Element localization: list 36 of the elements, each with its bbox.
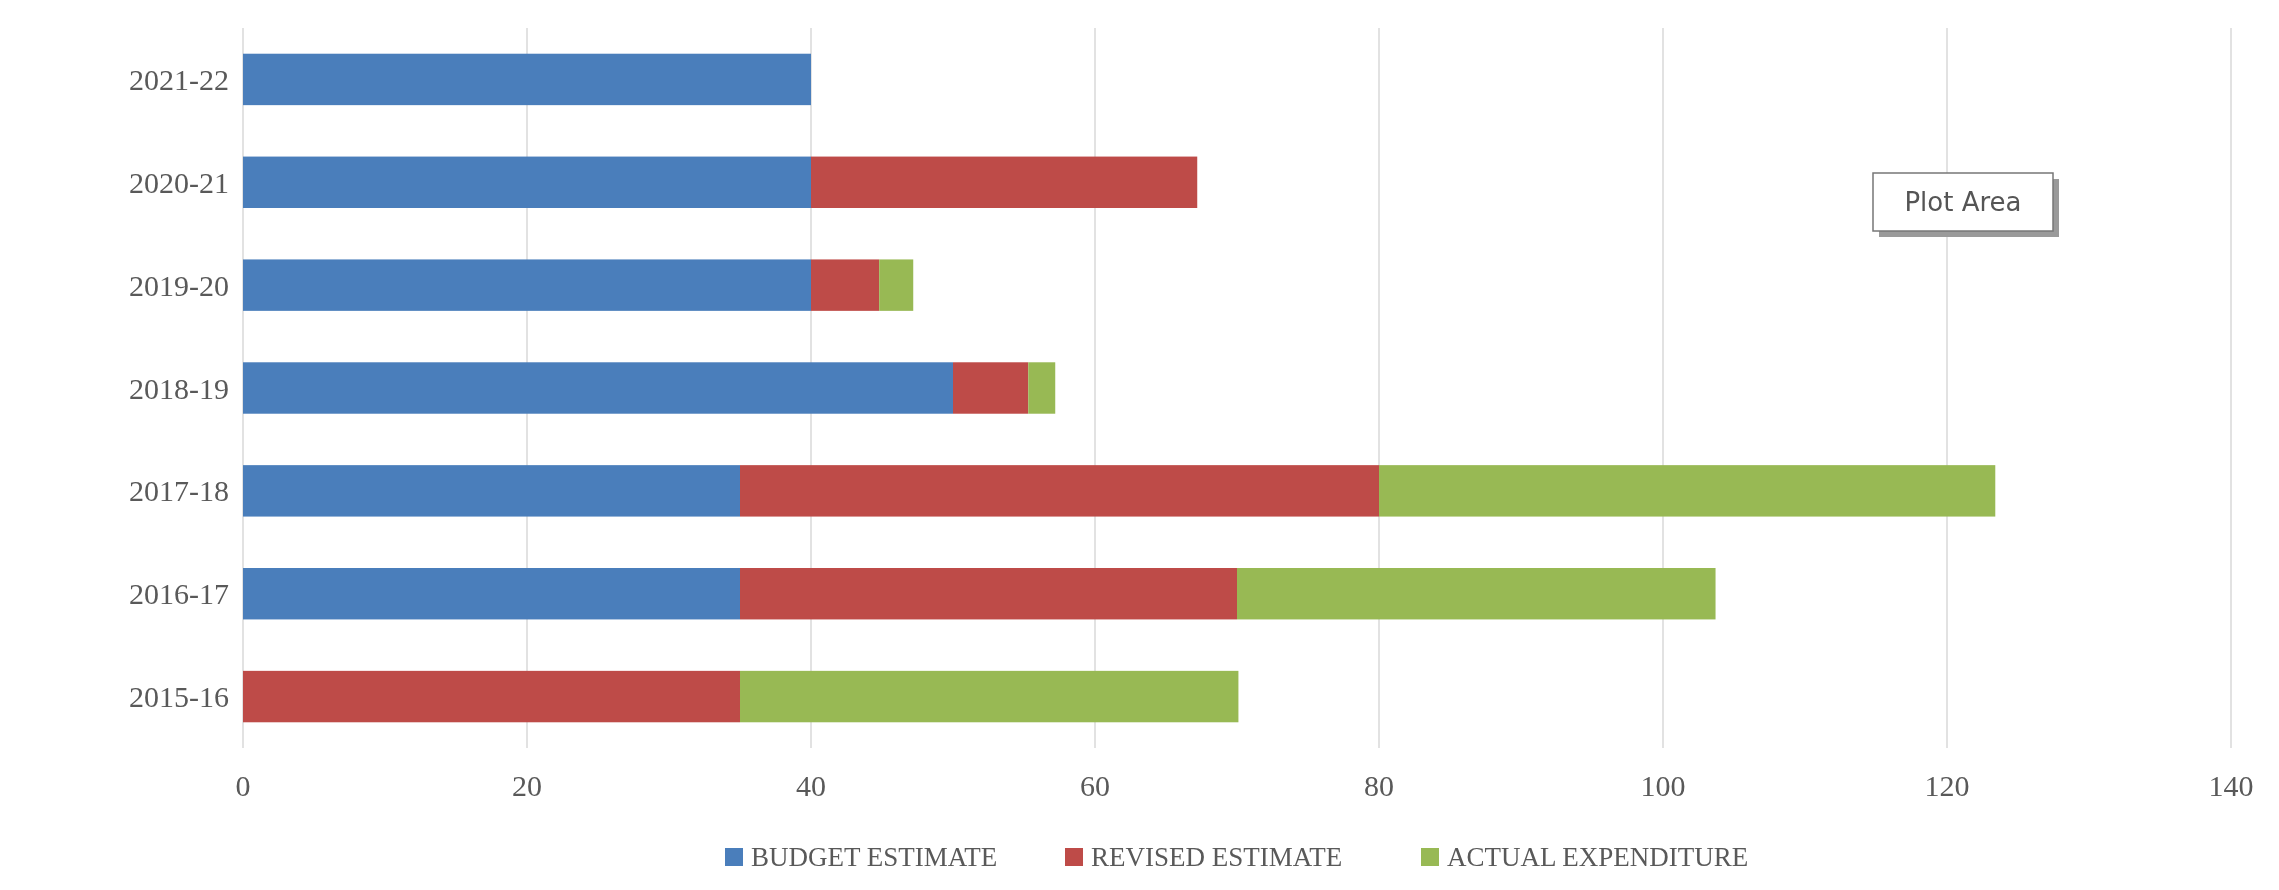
- x-tick-label: 140: [2208, 769, 2254, 802]
- bar: [243, 465, 740, 517]
- x-tick-label: 120: [1924, 769, 1970, 802]
- y-tick-label: 2016-17: [129, 577, 229, 611]
- bar: [740, 670, 1239, 723]
- x-tick-label: 20: [512, 769, 542, 802]
- bar: [243, 568, 740, 620]
- bar: [243, 670, 740, 723]
- bar: [811, 259, 880, 311]
- y-tick-label: 2021-22: [129, 62, 229, 96]
- x-tick-label: 100: [1640, 769, 1686, 802]
- legend-label: ACTUAL EXPENDITURE: [1447, 842, 1749, 872]
- bar: [953, 362, 1029, 414]
- y-tick-label: 2018-19: [129, 371, 229, 405]
- y-tick-label: 2017-18: [129, 474, 229, 508]
- bar: [879, 259, 914, 311]
- annotation: Plot Area: [1904, 187, 2022, 218]
- bar: [243, 156, 811, 208]
- bar: [1028, 362, 1056, 414]
- x-tick-label: 80: [1364, 769, 1394, 802]
- bar: [1379, 465, 1996, 517]
- x-tick-label: 40: [796, 769, 826, 802]
- bar: [243, 362, 953, 414]
- x-tick-label: 60: [1080, 769, 1110, 802]
- legend-label: BUDGET ESTIMATE: [751, 842, 998, 872]
- x-tick-label: 0: [235, 769, 251, 802]
- bar: [740, 568, 1237, 620]
- bar: [1237, 568, 1716, 620]
- bar: [243, 259, 811, 311]
- bar: [243, 53, 811, 106]
- bar: [740, 465, 1379, 517]
- y-tick-label: 2019-20: [129, 268, 229, 302]
- y-tick-label: 2020-21: [129, 165, 229, 199]
- bar: [811, 156, 1198, 208]
- legend-label: REVISED ESTIMATE: [1091, 842, 1343, 872]
- y-tick-label: 2015-16: [129, 680, 229, 714]
